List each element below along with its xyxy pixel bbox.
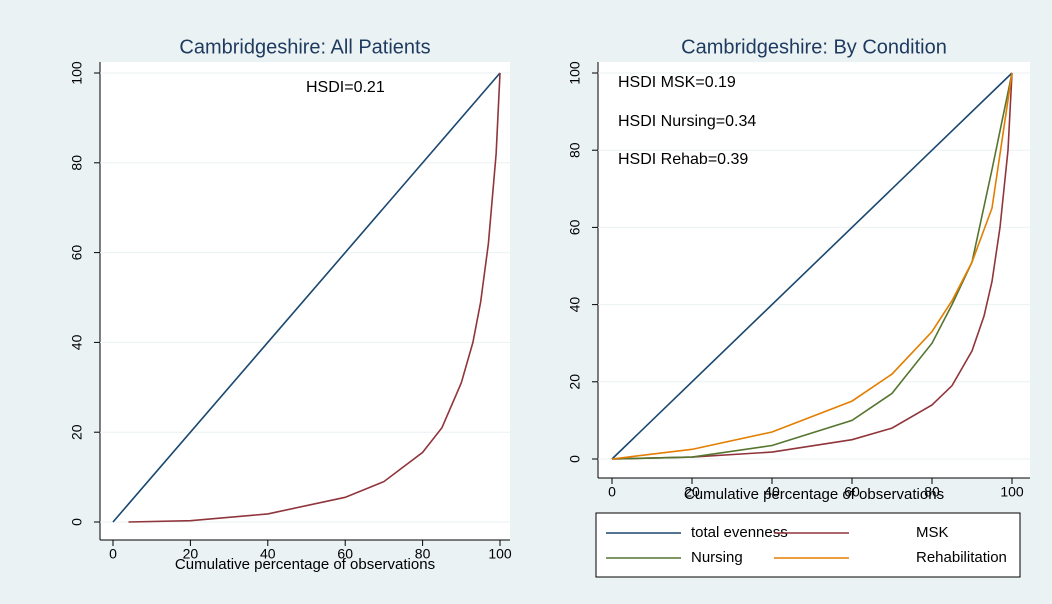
data-line bbox=[611, 72, 1013, 460]
plot-area bbox=[598, 62, 1030, 478]
data-line bbox=[611, 72, 1013, 460]
x-tick-label: 0 bbox=[109, 546, 117, 562]
y-tick-label: 100 bbox=[567, 61, 583, 85]
x-axis-label: Cumulative percentage of observations bbox=[684, 486, 944, 503]
x-tick-label: 80 bbox=[415, 546, 431, 562]
x-tick-label: 100 bbox=[488, 546, 512, 562]
legend-label: MSK bbox=[916, 524, 949, 541]
x-tick-label: 40 bbox=[260, 546, 276, 562]
data-line bbox=[128, 72, 501, 523]
annotation: HSDI=0.21 bbox=[306, 79, 385, 96]
annotation: HSDI MSK=0.19 bbox=[618, 74, 736, 91]
x-tick-label: 100 bbox=[1000, 484, 1024, 500]
y-tick-label: 60 bbox=[567, 219, 583, 235]
x-tick-label: 80 bbox=[924, 484, 940, 500]
y-tick-label: 20 bbox=[567, 374, 583, 390]
annotation: HSDI Nursing=0.34 bbox=[618, 113, 756, 130]
annotation: HSDI Rehab=0.39 bbox=[618, 151, 748, 168]
y-tick-label: 60 bbox=[69, 245, 85, 261]
chart-title: Cambridgeshire: By Condition bbox=[681, 36, 947, 58]
x-tick-label: 20 bbox=[183, 546, 199, 562]
y-tick-label: 100 bbox=[69, 61, 85, 85]
data-line bbox=[611, 72, 1013, 460]
y-tick-label: 20 bbox=[69, 424, 85, 440]
data-line bbox=[112, 72, 501, 523]
y-tick-label: 80 bbox=[567, 142, 583, 158]
x-tick-label: 40 bbox=[764, 484, 780, 500]
y-tick-label: 40 bbox=[567, 297, 583, 313]
y-tick-label: 0 bbox=[69, 518, 85, 526]
x-tick-label: 60 bbox=[337, 546, 353, 562]
x-tick-label: 20 bbox=[684, 484, 700, 500]
data-line bbox=[611, 72, 1013, 460]
legend-label: total evenness bbox=[691, 524, 788, 541]
x-tick-label: 60 bbox=[844, 484, 860, 500]
legend-label: Nursing bbox=[691, 549, 743, 566]
legend-label: Rehabilitation bbox=[916, 549, 1007, 566]
chart-title: Cambridgeshire: All Patients bbox=[179, 36, 430, 58]
y-tick-label: 80 bbox=[69, 155, 85, 171]
x-tick-label: 0 bbox=[608, 484, 616, 500]
y-tick-label: 0 bbox=[567, 455, 583, 463]
legend-box bbox=[595, 512, 1021, 578]
y-tick-label: 40 bbox=[69, 334, 85, 350]
x-axis-label: Cumulative percentage of observations bbox=[175, 556, 435, 573]
